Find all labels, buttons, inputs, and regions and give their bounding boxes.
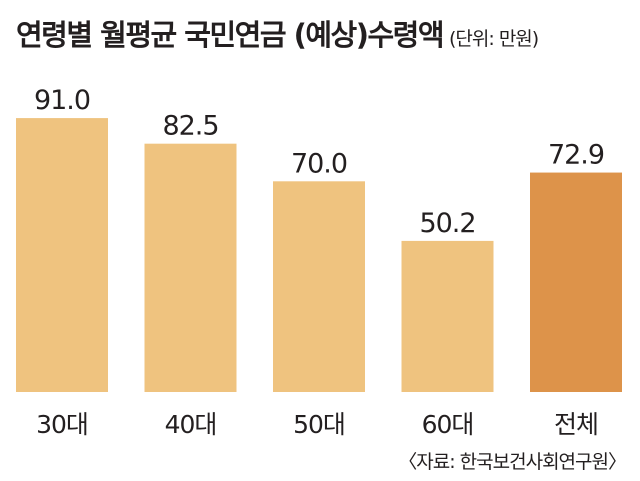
- category-label-전체: 전체: [554, 410, 598, 439]
- value-label-50대: 70.0: [291, 148, 347, 179]
- source-note: 〈자료: 한국보건사회연구원〉: [398, 451, 627, 473]
- bar-50대: [273, 181, 365, 392]
- category-label-60대: 60대: [422, 410, 474, 439]
- bar-30대: [16, 118, 108, 392]
- value-label-30대: 91.0: [34, 85, 90, 116]
- category-label-40대: 40대: [165, 410, 217, 439]
- bar-40대: [144, 143, 237, 392]
- chart-header: 연령별 월평균 국민연금 (예상)수령액 (단위: 만원): [16, 12, 539, 54]
- unit-label: (단위: 만원): [449, 28, 539, 50]
- bar-전체: [530, 172, 622, 392]
- category-label-50대: 50대: [293, 410, 345, 439]
- bar-60대: [401, 240, 494, 392]
- value-label-40대: 82.5: [162, 111, 218, 142]
- value-label-60대: 50.2: [419, 208, 475, 239]
- value-label-전체: 72.9: [548, 140, 604, 171]
- chart-title: 연령별 월평균 국민연금 (예상)수령액: [16, 18, 445, 52]
- category-label-30대: 30대: [36, 410, 88, 439]
